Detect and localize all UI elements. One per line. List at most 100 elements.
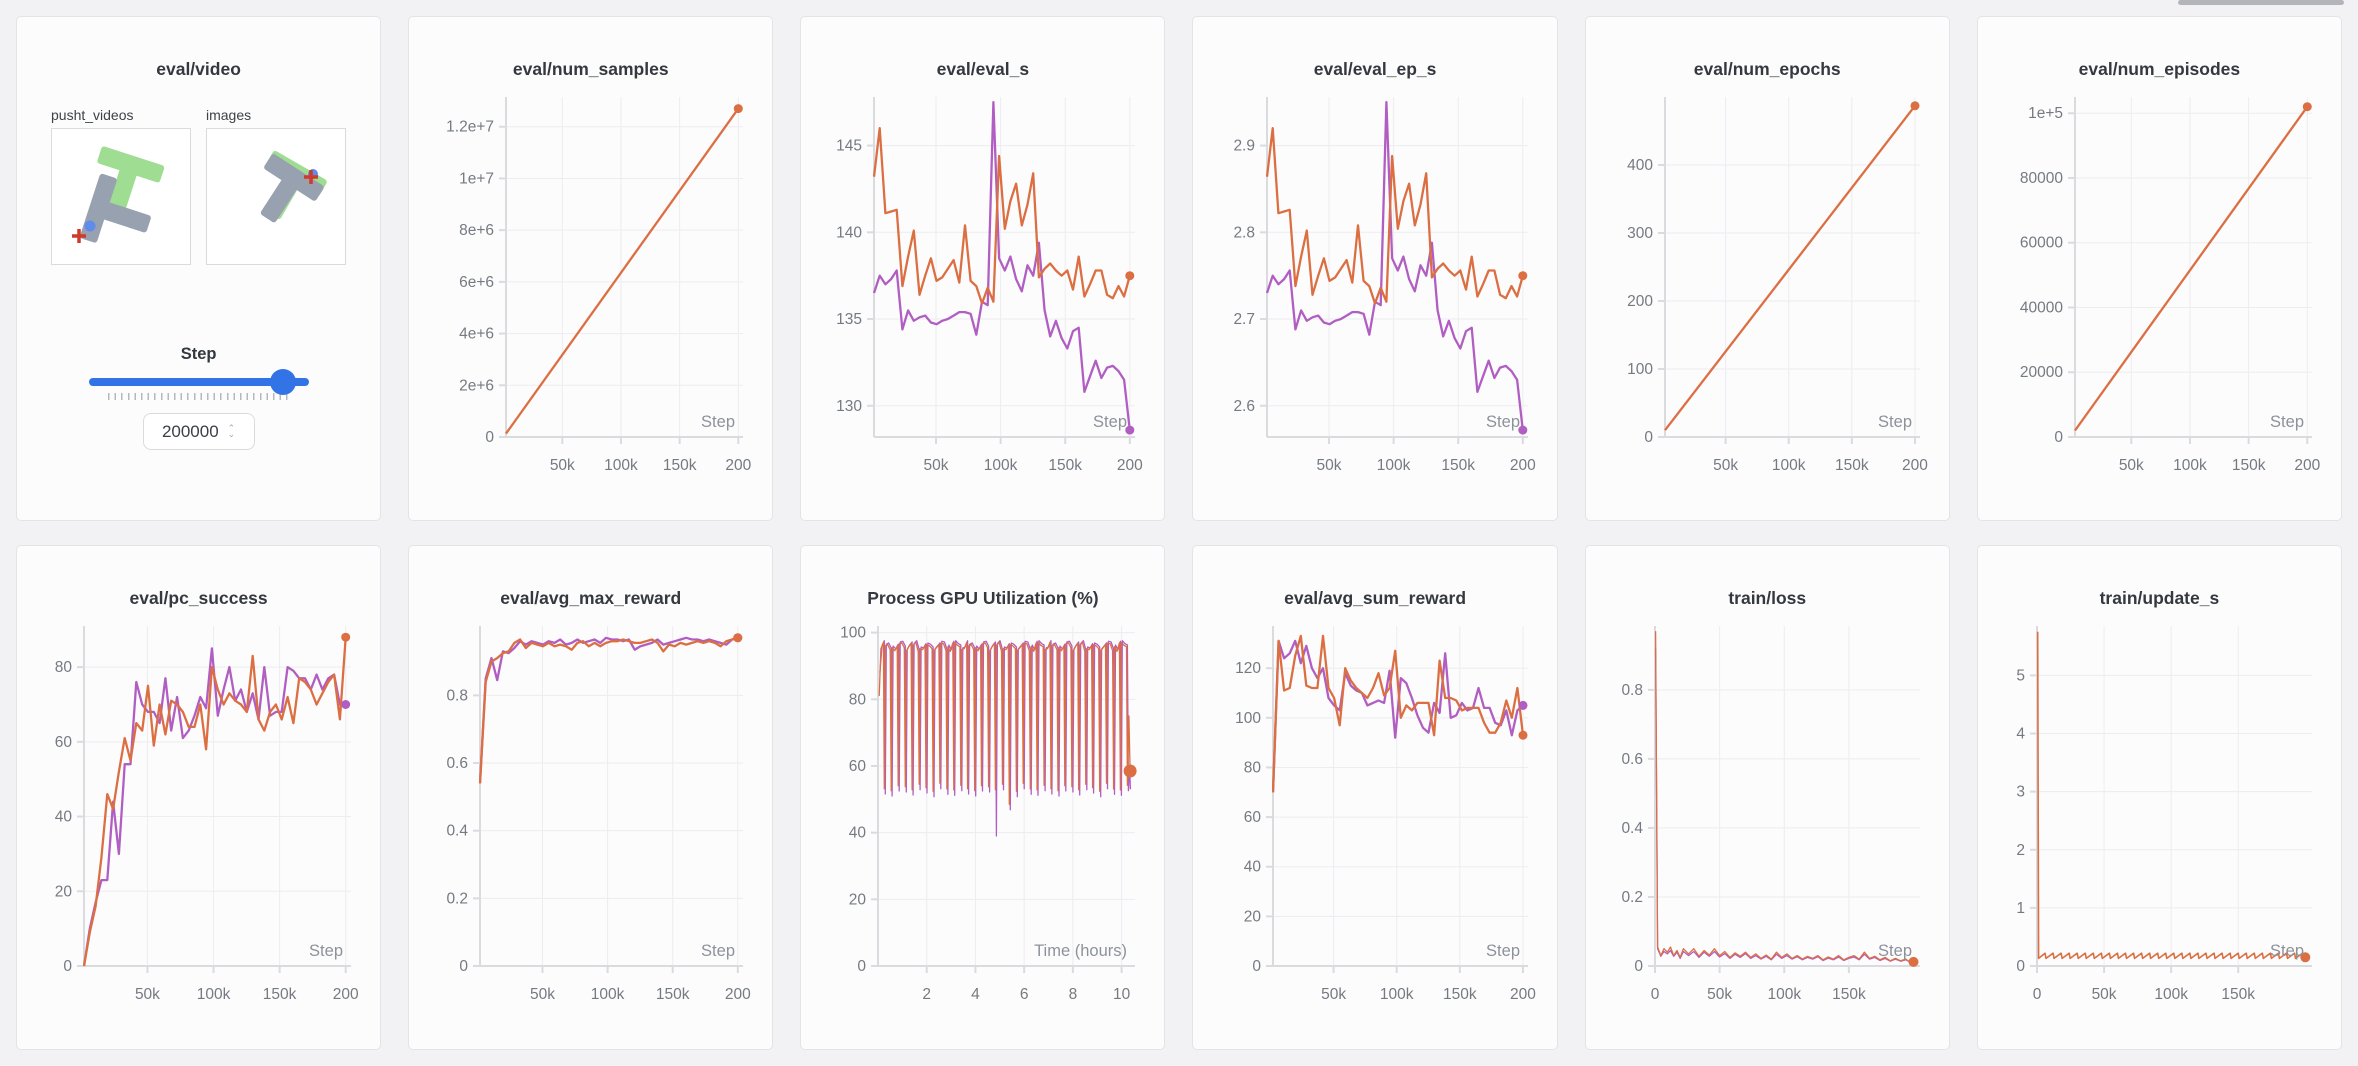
panel-eval-eval-s: eval/eval_s 130 135 140 145 50k 100k 150k 200 St… — [800, 16, 1166, 521]
svg-text:50k: 50k — [924, 457, 949, 474]
svg-text:200: 200 — [725, 986, 751, 1003]
media-label: images — [206, 107, 252, 123]
svg-text:100k: 100k — [1772, 457, 1806, 474]
svg-text:40: 40 — [849, 825, 867, 842]
svg-text:100k: 100k — [197, 986, 231, 1003]
stepper-up-icon[interactable]: ⌃ — [227, 423, 236, 433]
svg-text:80: 80 — [55, 659, 73, 676]
svg-text:1.2e+7: 1.2e+7 — [446, 119, 494, 136]
panel-title: train/update_s — [2099, 588, 2220, 608]
svg-text:2.7: 2.7 — [1233, 311, 1255, 328]
line-chart[interactable]: 0 0.2 0.4 0.6 0.8 50k 100k 150k 200 Step — [418, 614, 763, 1014]
svg-text:Step: Step — [701, 413, 735, 431]
line-chart[interactable]: 0 2e+6 4e+6 6e+6 8e+6 1e+7 1.2e+7 50k 100k 150k 20… — [418, 85, 763, 485]
panel-eval-num-epochs: eval/num_epochs 0 100 200 300 400 50k 100k 150k… — [1584, 16, 1950, 521]
panel-eval-num-episodes: eval/num_episodes 0 20000 40000 60000 80000 1… — [1976, 16, 2342, 521]
svg-text:60000: 60000 — [2020, 235, 2063, 252]
svg-text:0.2: 0.2 — [447, 890, 469, 907]
svg-text:6: 6 — [1020, 986, 1029, 1003]
svg-text:150k: 150k — [1443, 986, 1477, 1003]
svg-text:40: 40 — [1243, 859, 1261, 876]
image-thumbnail[interactable] — [206, 128, 346, 265]
svg-text:130: 130 — [837, 398, 863, 415]
svg-text:0.4: 0.4 — [1621, 820, 1643, 837]
panel-title: eval/eval_s — [936, 59, 1030, 79]
panel-title: Process GPU Utilization (%) — [867, 588, 1099, 608]
line-chart[interactable]: 0 20 40 60 80 50k 100k 150k 200 Step — [26, 614, 371, 1014]
svg-text:300: 300 — [1627, 225, 1653, 242]
video-thumbnail[interactable] — [51, 128, 191, 265]
line-chart[interactable]: 0 20 40 60 80 100 2 4 6 8 10 Time (hours) — [810, 614, 1155, 1014]
svg-text:8e+6: 8e+6 — [459, 222, 494, 239]
svg-text:4e+6: 4e+6 — [459, 326, 494, 343]
media-images: images — [206, 107, 346, 265]
svg-text:150k: 150k — [663, 457, 697, 474]
horizontal-scrollbar[interactable] — [2178, 0, 2344, 5]
svg-text:100: 100 — [841, 625, 867, 642]
svg-text:Step: Step — [309, 942, 343, 960]
svg-text:50k: 50k — [135, 986, 160, 1003]
panel-train-loss: train/loss 0 0.2 0.4 0.6 0.8 0 50k 100k 150k Step — [1584, 545, 1950, 1050]
svg-text:0: 0 — [2033, 986, 2042, 1003]
step-input[interactable]: 200000 ⌃ ⌄ — [142, 413, 255, 450]
svg-text:140: 140 — [837, 224, 863, 241]
svg-text:100: 100 — [1235, 710, 1261, 727]
svg-text:50k: 50k — [550, 457, 575, 474]
step-slider[interactable] — [88, 369, 309, 400]
svg-text:50k: 50k — [1316, 457, 1341, 474]
line-chart[interactable]: 0 20 40 60 80 100 120 50k 100k 150k 200 Step — [1203, 614, 1548, 1014]
panel-title: eval/avg_sum_reward — [1284, 588, 1467, 608]
number-stepper[interactable]: ⌃ ⌄ — [227, 423, 236, 439]
svg-text:0: 0 — [1252, 958, 1261, 975]
svg-text:0: 0 — [2054, 429, 2063, 446]
svg-text:150k: 150k — [656, 986, 690, 1003]
line-chart[interactable]: 2.6 2.7 2.8 2.9 50k 100k 150k 200 Step — [1203, 85, 1548, 485]
svg-text:100k: 100k — [1767, 986, 1801, 1003]
line-chart[interactable]: 0 100 200 300 400 50k 100k 150k 200 Step — [1595, 85, 1940, 485]
panel-title: eval/num_episodes — [2078, 59, 2241, 79]
svg-text:0: 0 — [460, 958, 469, 975]
svg-text:0: 0 — [1650, 986, 1659, 1003]
svg-text:2.8: 2.8 — [1233, 224, 1255, 241]
svg-text:100k: 100k — [604, 457, 638, 474]
svg-text:Step: Step — [1486, 413, 1520, 431]
svg-text:20000: 20000 — [2020, 364, 2063, 381]
panel-title: eval/num_epochs — [1693, 59, 1841, 79]
line-chart[interactable]: 0 0.2 0.4 0.6 0.8 0 50k 100k 150k Step — [1595, 614, 1940, 1014]
step-slider-label: Step — [180, 345, 217, 363]
svg-text:80000: 80000 — [2020, 170, 2063, 187]
media-pusht-videos: pusht_videos — [51, 107, 191, 265]
svg-text:0.4: 0.4 — [447, 823, 469, 840]
line-chart[interactable]: 130 135 140 145 50k 100k 150k 200 Step — [810, 85, 1155, 485]
step-input-value[interactable]: 200000 — [161, 421, 219, 441]
slider-track[interactable] — [88, 369, 309, 395]
line-chart[interactable]: 0 1 2 3 4 5 0 50k 100k 150k Step — [1987, 614, 2332, 1014]
pusht-scene-icon — [72, 146, 165, 243]
svg-text:80: 80 — [849, 691, 867, 708]
svg-text:50k: 50k — [530, 986, 555, 1003]
svg-text:60: 60 — [55, 734, 73, 751]
media-row: pusht_videos — [51, 107, 380, 265]
svg-text:145: 145 — [837, 138, 863, 155]
svg-text:0: 0 — [1634, 958, 1643, 975]
svg-text:0: 0 — [63, 958, 72, 975]
svg-text:0.8: 0.8 — [1621, 682, 1643, 699]
svg-text:0: 0 — [1644, 429, 1653, 446]
line-chart[interactable]: 0 20000 40000 60000 80000 1e+5 50k 100k 150k 200 S… — [1987, 85, 2332, 485]
stepper-down-icon[interactable]: ⌄ — [227, 428, 236, 439]
svg-text:100k: 100k — [984, 457, 1018, 474]
svg-text:40: 40 — [55, 809, 73, 826]
slider-thumb[interactable] — [269, 369, 296, 395]
svg-text:Time (hours): Time (hours) — [1035, 942, 1128, 960]
svg-text:120: 120 — [1235, 660, 1261, 677]
panel-gpu-utilization: Process GPU Utilization (%) 0 20 40 60 80 100… — [800, 545, 1166, 1050]
svg-text:0.8: 0.8 — [447, 687, 469, 704]
panel-eval-video: eval/video pusht_videos — [16, 16, 382, 521]
panel-train-update-s: train/update_s 0 1 2 3 4 5 0 50k 100k 150k Step — [1976, 545, 2342, 1050]
svg-text:150k: 150k — [1832, 986, 1866, 1003]
svg-text:2.9: 2.9 — [1233, 138, 1255, 155]
svg-text:200: 200 — [726, 457, 752, 474]
svg-text:200: 200 — [1509, 457, 1535, 474]
svg-text:50k: 50k — [2119, 457, 2144, 474]
svg-text:0.6: 0.6 — [447, 755, 469, 772]
